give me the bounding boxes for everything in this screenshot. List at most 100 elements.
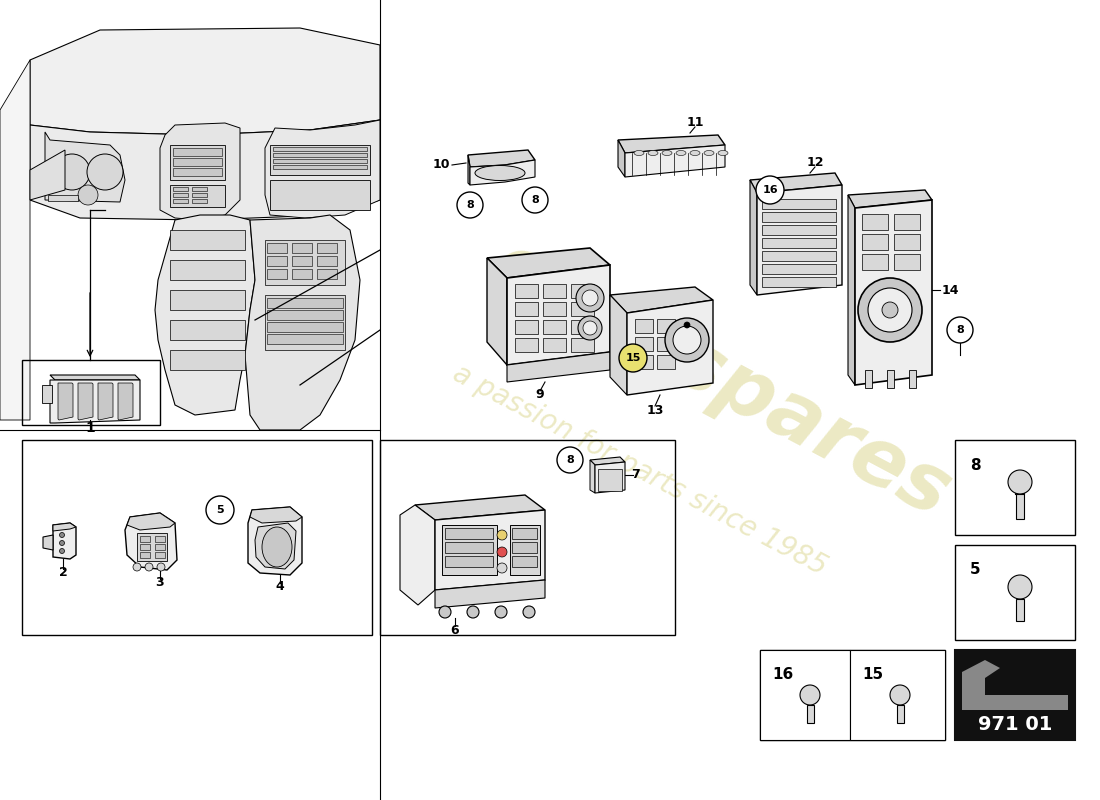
- Polygon shape: [160, 123, 240, 220]
- Circle shape: [882, 302, 898, 318]
- Bar: [762, 225, 836, 235]
- Bar: [894, 214, 920, 230]
- Bar: [155, 544, 165, 550]
- Circle shape: [947, 317, 974, 343]
- Polygon shape: [400, 505, 434, 605]
- Circle shape: [468, 606, 478, 618]
- Bar: [543, 302, 566, 316]
- Polygon shape: [887, 370, 894, 388]
- Bar: [192, 187, 207, 191]
- Bar: [170, 185, 226, 207]
- Text: 971 01: 971 01: [978, 715, 1053, 734]
- Bar: [173, 193, 188, 197]
- Circle shape: [157, 563, 165, 571]
- Circle shape: [1008, 470, 1032, 494]
- Circle shape: [522, 606, 535, 618]
- Bar: [265, 240, 345, 285]
- Bar: [762, 251, 836, 261]
- Polygon shape: [0, 60, 30, 420]
- Bar: [292, 269, 312, 279]
- Circle shape: [666, 318, 710, 362]
- Text: 8: 8: [566, 455, 574, 465]
- Polygon shape: [245, 215, 360, 430]
- Circle shape: [756, 176, 784, 204]
- Circle shape: [890, 685, 910, 705]
- Bar: [762, 199, 836, 209]
- Circle shape: [78, 185, 98, 205]
- Circle shape: [59, 533, 65, 538]
- Polygon shape: [45, 132, 125, 202]
- Polygon shape: [125, 513, 177, 570]
- Bar: [22, 360, 159, 425]
- Polygon shape: [98, 383, 113, 420]
- Polygon shape: [625, 145, 725, 177]
- Circle shape: [522, 187, 548, 213]
- Circle shape: [87, 154, 123, 190]
- Bar: [762, 264, 836, 274]
- Bar: [446, 542, 493, 553]
- Polygon shape: [750, 180, 757, 295]
- Bar: [896, 705, 904, 723]
- Bar: [173, 158, 222, 166]
- Circle shape: [497, 563, 507, 573]
- Bar: [273, 159, 367, 163]
- Bar: [267, 243, 287, 253]
- Bar: [657, 355, 675, 369]
- Text: a passion for parts since 1985: a passion for parts since 1985: [448, 359, 832, 581]
- Bar: [442, 525, 497, 575]
- Circle shape: [619, 344, 647, 372]
- Bar: [807, 705, 814, 723]
- Ellipse shape: [475, 166, 525, 181]
- Bar: [292, 256, 312, 266]
- Bar: [955, 545, 1075, 640]
- Bar: [762, 277, 836, 287]
- Bar: [571, 320, 594, 334]
- Bar: [292, 243, 312, 253]
- Bar: [267, 322, 343, 332]
- Circle shape: [557, 447, 583, 473]
- Bar: [265, 295, 345, 350]
- Polygon shape: [255, 523, 296, 569]
- Bar: [894, 254, 920, 270]
- Ellipse shape: [634, 150, 643, 155]
- Text: 15: 15: [862, 667, 883, 682]
- Bar: [170, 290, 245, 310]
- Text: eurospares: eurospares: [477, 226, 962, 534]
- Bar: [270, 180, 370, 210]
- Circle shape: [868, 288, 912, 332]
- Circle shape: [583, 321, 597, 335]
- Polygon shape: [610, 287, 713, 313]
- Bar: [543, 338, 566, 352]
- Bar: [173, 199, 188, 203]
- Polygon shape: [487, 258, 507, 365]
- Bar: [170, 145, 226, 180]
- Bar: [543, 284, 566, 298]
- Circle shape: [497, 530, 507, 540]
- Bar: [635, 319, 653, 333]
- Bar: [760, 650, 850, 740]
- Bar: [512, 528, 537, 539]
- Polygon shape: [58, 383, 73, 420]
- Polygon shape: [155, 215, 255, 415]
- Text: 11: 11: [686, 117, 704, 130]
- Text: 10: 10: [432, 158, 450, 171]
- Polygon shape: [590, 460, 595, 493]
- Polygon shape: [468, 155, 470, 185]
- Circle shape: [495, 606, 507, 618]
- Polygon shape: [78, 383, 94, 420]
- Text: 3: 3: [156, 577, 164, 590]
- Text: 7: 7: [630, 469, 639, 482]
- Polygon shape: [30, 150, 65, 200]
- Bar: [267, 310, 343, 320]
- Circle shape: [800, 685, 820, 705]
- Bar: [170, 230, 245, 250]
- Bar: [543, 320, 566, 334]
- Circle shape: [59, 541, 65, 546]
- Bar: [270, 145, 370, 175]
- Text: 8: 8: [970, 458, 980, 473]
- Polygon shape: [848, 190, 932, 208]
- Bar: [317, 256, 337, 266]
- Text: 8: 8: [956, 325, 964, 335]
- Polygon shape: [434, 580, 544, 608]
- Ellipse shape: [718, 150, 728, 155]
